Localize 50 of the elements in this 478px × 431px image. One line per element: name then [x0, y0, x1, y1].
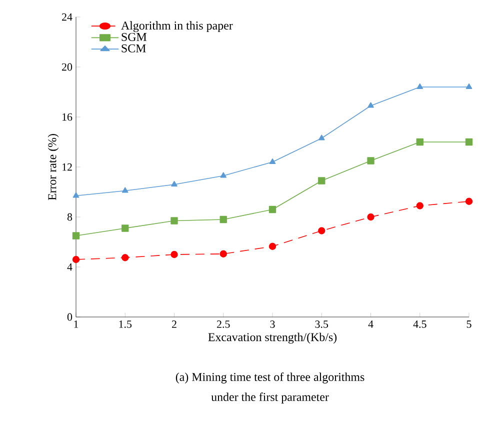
point	[171, 180, 178, 186]
point	[220, 172, 227, 178]
point	[318, 177, 326, 184]
point	[72, 232, 80, 240]
legend-label: Algorithm in this paper	[121, 21, 233, 32]
point	[367, 213, 374, 221]
y-tick-label: 0	[67, 313, 72, 321]
point	[122, 224, 129, 232]
y-axis-title: Error rate (%)	[48, 134, 59, 200]
x-tick-label: 4	[368, 320, 374, 328]
point	[318, 134, 325, 140]
x-tick-label: 4.5	[413, 320, 426, 328]
point	[170, 217, 178, 224]
text: (a) Mining time test of three algorithms	[176, 372, 364, 384]
point	[318, 227, 326, 234]
point	[220, 250, 227, 258]
y-tick-label: 12	[62, 163, 72, 171]
point	[416, 202, 424, 210]
legend-label: SCM	[122, 44, 146, 52]
legend-label: SGM	[122, 32, 147, 41]
point	[122, 187, 128, 193]
point	[465, 198, 473, 205]
point	[170, 250, 178, 258]
y-tick-label: 24	[62, 13, 72, 21]
point	[465, 138, 473, 146]
point	[72, 256, 80, 264]
x-axis-title: Excavation strength/(Kb/s)	[208, 332, 337, 344]
point	[269, 158, 276, 164]
y-tick-label: 4	[67, 263, 72, 271]
x-tick-label: 1.5	[119, 320, 132, 328]
point	[220, 216, 227, 224]
text: under the first parameter	[211, 392, 329, 404]
x-tick-label: 5	[466, 320, 472, 328]
y-tick-label: 20	[62, 63, 72, 71]
point	[466, 83, 472, 89]
point	[268, 242, 276, 250]
x-tick-label: 2.5	[217, 320, 230, 328]
point	[368, 102, 374, 108]
point	[72, 192, 80, 198]
x-tick-label: 2	[172, 320, 176, 328]
y-tick-label: 16	[62, 113, 72, 121]
point	[367, 157, 374, 164]
point	[416, 138, 424, 146]
point	[122, 254, 129, 262]
point	[416, 83, 424, 89]
point	[268, 206, 276, 214]
x-tick-label: 1	[74, 320, 78, 328]
x-tick-label: 3	[270, 320, 275, 328]
y-tick-label: 8	[67, 213, 72, 221]
x-tick-label: 3.5	[315, 320, 328, 328]
